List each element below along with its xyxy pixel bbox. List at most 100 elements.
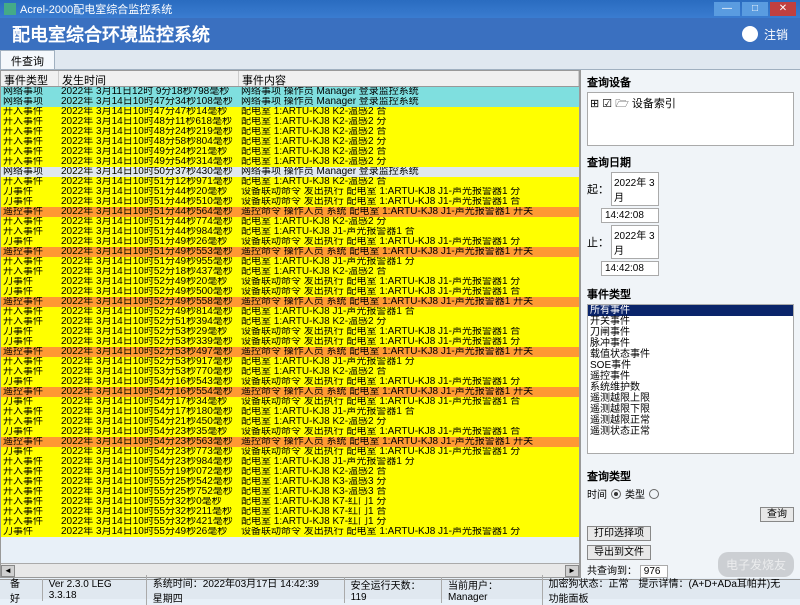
col-event-type[interactable]: 事件类型	[1, 71, 59, 86]
print-options-button[interactable]: 打印选择项	[587, 526, 651, 541]
app-icon	[4, 3, 16, 15]
status-ready: 备好	[4, 575, 34, 605]
minimize-button[interactable]: —	[714, 2, 740, 16]
table-row[interactable]: 开入事件2022年 3月14日10时54分23秒984毫秒配电室 1:ARTU-…	[1, 457, 579, 467]
table-row[interactable]: 遥控事件2022年 3月14日10时54分16秒554毫秒遥控命令 操作人员 系…	[1, 387, 579, 397]
table-row[interactable]: 网络事项2022年 3月11日12时 9分18秒798毫秒网络事项 操作员 Ma…	[1, 87, 579, 97]
event-type-item[interactable]: 开关事件	[588, 316, 793, 327]
device-tree-label: 查询设备	[587, 74, 794, 90]
radio-type-label: 类型	[625, 486, 645, 501]
table-row[interactable]: 遥控事件2022年 3月14日10时51分44秒564毫秒遥控命令 操作人员 系…	[1, 207, 579, 217]
table-row[interactable]: 开入事件2022年 3月14日10时55分32秒421毫秒配电室 1:ARTU-…	[1, 517, 579, 527]
table-row[interactable]: 开入事件2022年 3月14日10时54分21秒450毫秒配电室 1:ARTU-…	[1, 417, 579, 427]
window-title: Acrel-2000配电室综合监控系统	[20, 1, 714, 17]
table-row[interactable]: 开入事件2022年 3月14日10时48分24秒219毫秒配电室 1:ARTU-…	[1, 127, 579, 137]
table-row[interactable]: 开入事件2022年 3月14日10时55分32秒0毫秒配电室 1:ARTU-KJ…	[1, 497, 579, 507]
from-time-input[interactable]: 14:42:08	[601, 208, 659, 223]
close-button[interactable]: ✕	[770, 2, 796, 16]
grid-header: 事件类型 发生时间 事件内容	[1, 71, 579, 87]
watermark: 电子发烧友	[718, 552, 794, 577]
table-row[interactable]: 开入事件2022年 3月14日10时52分49秒814毫秒配电室 1:ARTU-…	[1, 307, 579, 317]
event-type-item[interactable]: 所有事件	[588, 305, 793, 316]
device-tree[interactable]: ⊞ ☑ 🗁 设备索引	[587, 92, 794, 146]
table-row[interactable]: 开入事件2022年 3月14日10时55分25秒752毫秒配电室 1:ARTU-…	[1, 487, 579, 497]
event-type-item[interactable]: SOE事件	[588, 360, 793, 371]
table-row[interactable]: 刀事件2022年 3月14日10时52分49秒500毫秒设备联动命令 发出执行 …	[1, 287, 579, 297]
event-grid: 事件类型 发生时间 事件内容 网络事项2022年 3月11日12时 9分18秒7…	[0, 70, 580, 578]
event-type-item[interactable]: 遥控事件	[588, 371, 793, 382]
table-row[interactable]: 刀事件2022年 3月14日10时54分23秒35毫秒设备联动命令 发出执行 配…	[1, 427, 579, 437]
table-row[interactable]: 开入事件2022年 3月14日10时55分25秒542毫秒配电室 1:ARTU-…	[1, 477, 579, 487]
event-type-item[interactable]: 遥测越限下限	[588, 404, 793, 415]
radio-time[interactable]	[611, 489, 621, 499]
event-type-item[interactable]: 系统维护数	[588, 382, 793, 393]
table-row[interactable]: 刀事件2022年 3月14日10时54分23秒773毫秒设备联动命令 发出执行 …	[1, 447, 579, 457]
table-row[interactable]: 开入事件2022年 3月14日10时54分17秒180毫秒配电室 1:ARTU-…	[1, 407, 579, 417]
grid-body[interactable]: 网络事项2022年 3月11日12时 9分18秒798毫秒网络事项 操作员 Ma…	[1, 87, 579, 563]
table-row[interactable]: 刀事件2022年 3月14日10时51分44秒510毫秒设备联动命令 发出执行 …	[1, 197, 579, 207]
event-type-item[interactable]: 刀闸事件	[588, 327, 793, 338]
table-row[interactable]: 开入事件2022年 3月14日10时51分44秒984毫秒配电室 1:ARTU-…	[1, 227, 579, 237]
status-systime: 系统时间：2022年03月17日 14:42:39 星期四	[146, 575, 336, 605]
user-avatar-icon	[742, 26, 758, 42]
col-event-content[interactable]: 事件内容	[239, 71, 579, 86]
table-row[interactable]: 开入事件2022年 3月14日10时48分58秒804毫秒配电室 1:ARTU-…	[1, 137, 579, 147]
table-row[interactable]: 开入事件2022年 3月14日10时55分19秒072毫秒配电室 1:ARTU-…	[1, 467, 579, 477]
table-row[interactable]: 遥控事件2022年 3月14日10时54分23秒563毫秒遥控命令 操作人员 系…	[1, 437, 579, 447]
window-titlebar: Acrel-2000配电室综合监控系统 — □ ✕	[0, 0, 800, 18]
maximize-button[interactable]: □	[742, 2, 768, 16]
table-row[interactable]: 开入事件2022年 3月14日10时52分51秒394毫秒配电室 1:ARTU-…	[1, 317, 579, 327]
table-row[interactable]: 开入事件2022年 3月14日10时51分49秒955毫秒配电室 1:ARTU-…	[1, 257, 579, 267]
col-event-time[interactable]: 发生时间	[59, 71, 239, 86]
table-row[interactable]: 刀事件2022年 3月14日10时52分53秒339毫秒设备联动命令 发出执行 …	[1, 337, 579, 347]
table-row[interactable]: 开入事件2022年 3月14日10时47分47秒14毫秒配电室 1:ARTU-K…	[1, 107, 579, 117]
table-row[interactable]: 刀事件2022年 3月14日10时55分49秒26毫秒设备联动命令 发出执行 配…	[1, 527, 579, 537]
tab-bar: 件查询	[0, 50, 800, 70]
header-title: 配电室综合环境监控系统	[12, 21, 210, 47]
tree-root[interactable]: 设备索引	[632, 98, 676, 110]
to-date-input[interactable]: 2022年 3月	[611, 225, 659, 259]
from-date-input[interactable]: 2022年 3月	[611, 172, 659, 206]
table-row[interactable]: 开入事件2022年 3月14日10时51分12秒971毫秒配电室 1:ARTU-…	[1, 177, 579, 187]
table-row[interactable]: 开入事件2022年 3月14日10时49分24秒21毫秒配电室 1:ARTU-K…	[1, 147, 579, 157]
table-row[interactable]: 开入事件2022年 3月14日10时48分11秒618毫秒配电室 1:ARTU-…	[1, 117, 579, 127]
table-row[interactable]: 网络事项2022年 3月14日10时47分34秒108毫秒网络事项 操作员 Ma…	[1, 97, 579, 107]
event-type-label: 事件类型	[587, 286, 794, 302]
table-row[interactable]: 刀事件2022年 3月14日10时51分49秒26毫秒设备联动命令 发出执行 配…	[1, 237, 579, 247]
table-row[interactable]: 遥控事件2022年 3月14日10时51分49秒553毫秒遥控命令 操作人员 系…	[1, 247, 579, 257]
table-row[interactable]: 开入事件2022年 3月14日10时49分54秒314毫秒配电室 1:ARTU-…	[1, 157, 579, 167]
table-row[interactable]: 刀事件2022年 3月14日10时51分44秒20毫秒设备联动命令 发出执行 配…	[1, 187, 579, 197]
status-extra: 加密狗状态：正常 提示详情：(A+D+ADa耳帕井)无功能面板	[542, 575, 796, 605]
table-row[interactable]: 开入事件2022年 3月14日10时55分32秒211毫秒配电室 1:ARTU-…	[1, 507, 579, 517]
app-header: 配电室综合环境监控系统 注销	[0, 18, 800, 50]
event-type-list[interactable]: 所有事件开关事件刀闸事件脉冲事件载值状态事件SOE事件遥控事件系统维护数遥测越限…	[587, 304, 794, 454]
table-row[interactable]: 开入事件2022年 3月14日10时52分18秒437毫秒配电室 1:ARTU-…	[1, 267, 579, 277]
export-file-button[interactable]: 导出到文件	[587, 545, 651, 560]
table-row[interactable]: 遥控事件2022年 3月14日10时52分49秒558毫秒遥控命令 操作人员 系…	[1, 297, 579, 307]
table-row[interactable]: 遥控事件2022年 3月14日10时52分53秒497毫秒遥控命令 操作人员 系…	[1, 347, 579, 357]
table-row[interactable]: 刀事件2022年 3月14日10时52分49秒20毫秒设备联动命令 发出执行 配…	[1, 277, 579, 287]
event-type-item[interactable]: 遥测越限上限	[588, 393, 793, 404]
event-type-item[interactable]: 遥测状态正常	[588, 426, 793, 437]
table-row[interactable]: 开入事件2022年 3月14日10时51分44秒774毫秒配电室 1:ARTU-…	[1, 217, 579, 227]
status-version: Ver 2.3.0 LEG 3.3.18	[42, 579, 138, 601]
to-time-input[interactable]: 14:42:08	[601, 261, 659, 276]
event-type-item[interactable]: 载值状态事件	[588, 349, 793, 360]
table-row[interactable]: 开入事件2022年 3月14日10时52分53秒917毫秒配电室 1:ARTU-…	[1, 357, 579, 367]
table-row[interactable]: 刀事件2022年 3月14日10时52分53秒29毫秒设备联动命令 发出执行 配…	[1, 327, 579, 337]
query-type-label: 查询类型	[587, 468, 794, 484]
event-type-item[interactable]: 脉冲事件	[588, 338, 793, 349]
from-label: 起：	[587, 181, 609, 197]
table-row[interactable]: 刀事件2022年 3月14日10时54分16秒543毫秒设备联动命令 发出执行 …	[1, 377, 579, 387]
table-row[interactable]: 刀事件2022年 3月14日10时54分17秒34毫秒设备联动命令 发出执行 配…	[1, 397, 579, 407]
logout-link[interactable]: 注销	[764, 26, 788, 43]
to-label: 止：	[587, 234, 609, 250]
event-type-item[interactable]: 遥测越限正常	[588, 415, 793, 426]
radio-type[interactable]	[649, 489, 659, 499]
table-row[interactable]: 开入事件2022年 3月14日10时53分53秒770毫秒配电室 1:ARTU-…	[1, 367, 579, 377]
table-row[interactable]: 网络事项2022年 3月14日10时50分37秒430毫秒网络事项 操作员 Ma…	[1, 167, 579, 177]
query-button[interactable]: 查询	[760, 507, 794, 522]
tab-event-query[interactable]: 件查询	[0, 50, 55, 69]
tree-expand-icon[interactable]: ⊞ ☑ 🗁	[590, 98, 632, 110]
query-date-label: 查询日期	[587, 154, 794, 170]
